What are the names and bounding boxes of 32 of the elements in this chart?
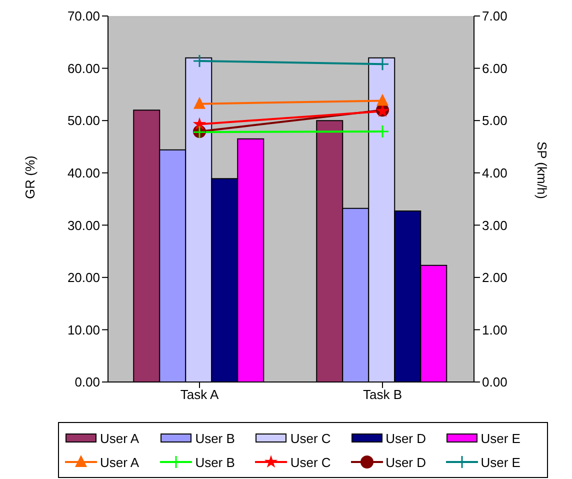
y-tick-label: 50.00 (67, 113, 100, 128)
y2-tick-label: 3.00 (482, 218, 508, 233)
x-tick-label: Task B (362, 387, 402, 402)
legend-label: User B (195, 454, 235, 470)
x-tick-label: Task A (180, 387, 219, 402)
y2-tick-label: 7.00 (482, 8, 508, 24)
y2-tick-label: 4.00 (482, 165, 508, 180)
y-tick-label: 30.00 (67, 218, 100, 233)
point (192, 54, 206, 68)
y-tick-label: 60.00 (67, 60, 100, 76)
y2-tick-label: 5.00 (482, 113, 508, 128)
legend-label: User A (100, 430, 140, 446)
legend-label: User A (100, 454, 140, 470)
legend-label: User E (480, 430, 520, 446)
y2-tick-label: 1.00 (482, 322, 508, 338)
y2-tick-label: 2.00 (482, 270, 508, 286)
y-tick-label: 40.00 (67, 165, 100, 180)
legend-label: User E (480, 454, 520, 470)
point (192, 117, 206, 130)
y2-tick-label: 6.00 (482, 60, 508, 76)
legend-label: User C (290, 430, 331, 446)
legend-label: User D (386, 430, 426, 446)
y2-tick-label: 0.00 (482, 374, 508, 390)
legend-label: User D (386, 454, 426, 470)
y-tick-label: 10.00 (67, 322, 100, 338)
y-tick-label: 20.00 (67, 270, 100, 286)
y2-axis-title: SP (km/h) (534, 141, 550, 199)
y-tick-label: 70.00 (67, 8, 100, 24)
y-tick-label: 0.00 (74, 374, 100, 390)
y-axis-title: GR (%) (22, 156, 38, 199)
legend-label: User C (290, 454, 331, 470)
legend-label: User B (195, 430, 235, 446)
